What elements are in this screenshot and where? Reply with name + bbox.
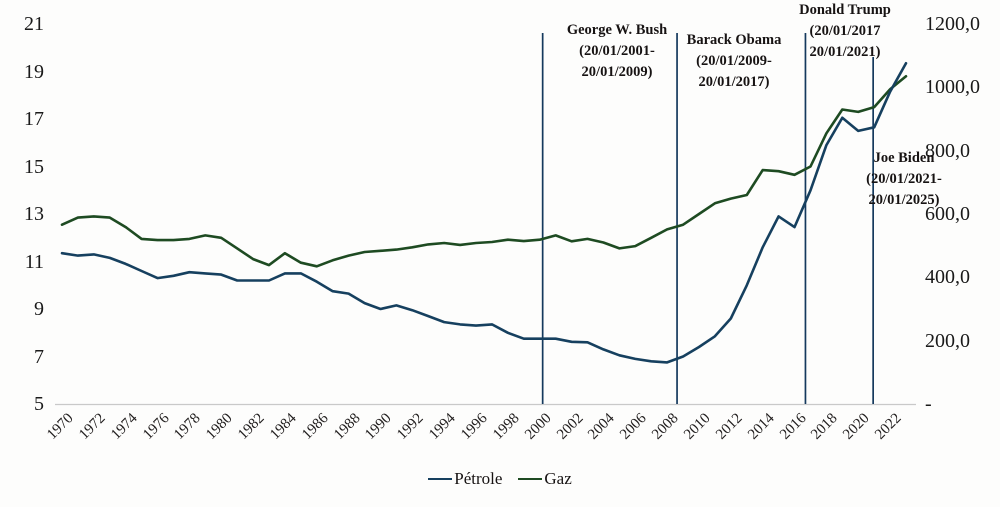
left-axis-tick: 11 [24,250,44,273]
president-annotation-trump: Donald Trump (20/01/2017 20/01/2021) [799,0,891,63]
left-axis-tick: 17 [24,108,44,130]
annotation-line: (20/01/2017 [809,23,881,39]
annotation-line: 20/01/2009) [581,64,653,80]
left-axis-tick: 9 [34,298,44,320]
right-axis-tick: 800,0 [925,139,970,162]
series-line-ptrole [60,61,908,364]
annotation-line: George W. Bush [566,22,668,38]
series-line-gaz [60,75,908,268]
right-axis-tick: 400,0 [925,266,970,289]
annotation-line: Joe Biden [873,150,935,166]
right-axis-tick: 1000,0 [925,76,980,99]
annotation-line: Barack Obama [686,32,782,48]
annotation-line: (20/01/2001- [579,43,655,59]
legend-swatch-gaz [518,477,543,481]
annotation-line: Donald Trump [799,2,891,18]
left-axis-tick: 13 [24,203,44,225]
left-axis-tick: 7 [34,345,44,368]
legend-item-ptrole: Pétrole [428,469,502,489]
right-axis-tick: 200,0 [925,329,970,352]
annotation-line: (20/01/2021- [866,171,942,187]
left-axis-tick: 15 [24,155,44,178]
legend-label-gaz: Gaz [544,469,572,488]
legend-label-ptrole: Pétrole [454,469,503,488]
legend-swatch-ptrole [428,477,453,481]
president-annotation-biden: Joe Biden (20/01/2021- 20/01/2025) [866,148,942,211]
right-axis-tick: - [925,393,932,415]
annotation-line: 20/01/2017) [698,74,770,90]
legend-item-gaz: Gaz [518,469,572,489]
right-axis-tick: 600,0 [925,203,970,225]
president-annotation-bush: George W. Bush (20/01/2001- 20/01/2009) [567,20,667,83]
legend: Pétrole Gaz [0,469,1000,489]
annotation-line: 20/01/2025) [868,192,940,208]
annotation-line: (20/01/2009- [696,53,772,69]
left-axis-tick: 19 [24,60,44,83]
annotation-line: 20/01/2021) [809,44,881,60]
right-axis-tick: 1200,0 [925,13,980,35]
president-annotation-obama: Barack Obama (20/01/2009- 20/01/2017) [687,30,782,93]
left-axis-tick: 21 [24,13,44,35]
left-axis-tick: 5 [34,393,44,415]
